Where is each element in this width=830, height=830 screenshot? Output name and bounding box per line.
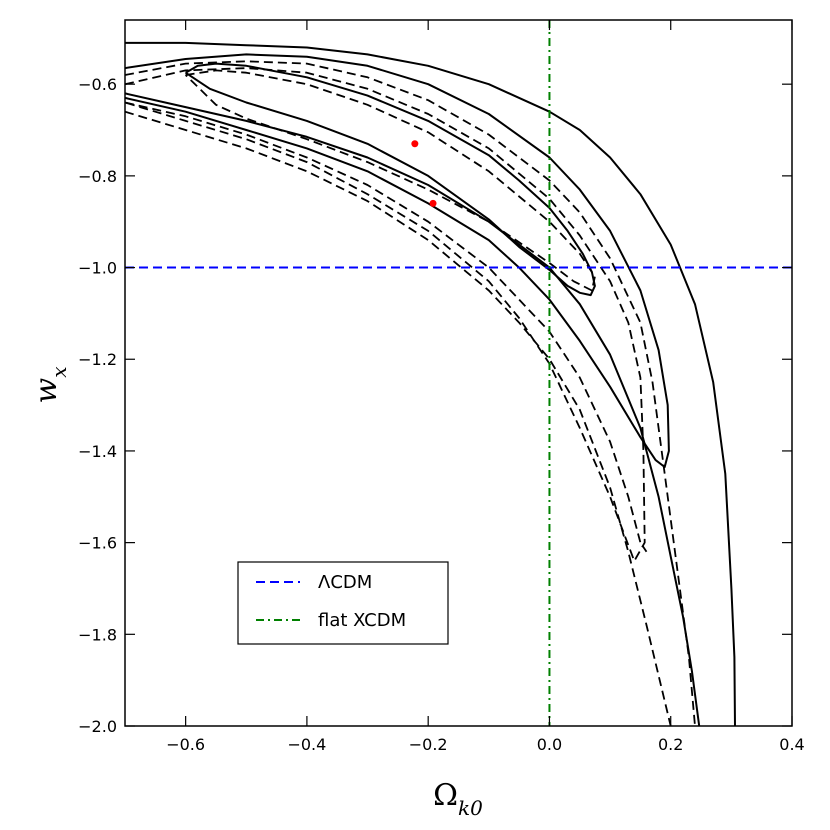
contour-dashed-2sigma [125,67,646,562]
contour-solid-3sigma [125,41,736,726]
contour-solid-1sigma [185,62,596,297]
contour-dashed-3sigma-upper [125,60,696,726]
y-tick-label: −2.0 [78,717,117,736]
plot-area [125,20,792,726]
y-tick-label: −1.4 [78,442,117,461]
axis-ticks: −0.6 −0.4 −0.2 0.0 0.2 0.4 −0.6 −0.8 −1.0 −1.2 −1.… [78,20,805,754]
plot-frame [124,19,793,727]
y-tick-label: −0.6 [78,75,117,94]
contour-dashed-1sigma [184,69,596,292]
y-axis-title: wx [29,367,71,404]
y-tick-label: −1.0 [78,259,117,278]
best-fit-point-1 [411,140,419,148]
legend-lcdm-label: ΛCDM [318,572,372,593]
legend-box [237,561,449,645]
x-tick-label: −0.2 [409,735,448,754]
best-fit-point-2 [429,199,437,207]
y-tick-label: −1.2 [78,350,117,369]
x-tick-label: 0.4 [779,735,804,754]
x-tick-label: −0.6 [166,735,205,754]
contour-solid-2sigma [125,53,670,468]
y-tick-label: −0.8 [78,167,117,186]
x-tick-label: −0.4 [287,735,326,754]
legend-flat-xcdm-label: flat XCDM [318,610,406,631]
y-tick-label: −1.8 [78,625,117,644]
legend: ΛCDM flat XCDM [237,561,449,645]
contour-dashed-outer [125,101,648,553]
y-tick-label: −1.6 [78,534,117,553]
x-tick-label: 0.0 [537,735,562,754]
x-tick-label: 0.2 [658,735,683,754]
x-axis-title: Ωk0 [433,778,483,820]
